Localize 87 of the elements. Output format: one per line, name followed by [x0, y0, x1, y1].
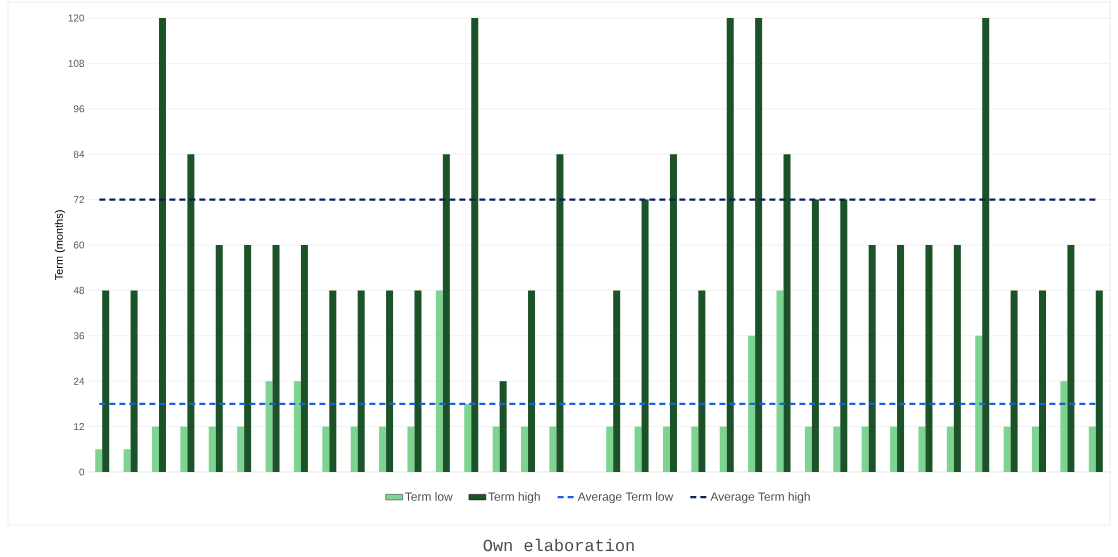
bar — [833, 426, 841, 472]
bar — [953, 244, 961, 472]
y-tick-label: 60 — [73, 241, 85, 249]
bar — [1003, 426, 1011, 472]
bar — [669, 154, 677, 472]
bar — [641, 199, 649, 472]
legend-label: Term high — [488, 492, 540, 504]
bar — [868, 244, 876, 472]
bar — [748, 335, 756, 472]
bar — [180, 426, 188, 472]
bar — [499, 381, 507, 472]
bar — [187, 154, 195, 472]
bar — [726, 17, 734, 472]
bar — [1095, 290, 1103, 472]
bar — [613, 290, 621, 472]
bar — [158, 17, 166, 472]
text: Own elaboration — [483, 538, 634, 552]
bar — [975, 335, 983, 472]
bar — [1032, 426, 1039, 472]
bar — [1088, 426, 1096, 472]
bar — [407, 426, 415, 472]
bar — [556, 154, 564, 472]
bar — [946, 426, 954, 472]
bar — [1067, 244, 1075, 472]
bar — [464, 403, 472, 472]
legend-label: Average Term high — [710, 492, 810, 504]
bar — [549, 426, 557, 472]
bar — [698, 290, 706, 472]
bar — [208, 426, 216, 472]
bar — [776, 290, 784, 472]
legend-label: Average Term low — [577, 492, 674, 504]
bar — [322, 426, 330, 472]
bar — [982, 17, 990, 472]
bar — [300, 244, 308, 472]
y-tick-label: 96 — [73, 105, 85, 113]
y-tick-label: 12 — [74, 423, 84, 431]
y-tick-label: 120 — [68, 14, 85, 22]
bar — [840, 199, 848, 472]
bar — [102, 290, 110, 472]
bar — [265, 381, 273, 472]
bar — [1010, 290, 1018, 472]
bar — [925, 244, 933, 472]
y-tick-label: 108 — [68, 59, 85, 67]
bar — [897, 244, 905, 472]
bar — [386, 290, 394, 472]
bar — [293, 381, 301, 472]
bar — [755, 17, 763, 472]
y-tick-label: 84 — [73, 150, 85, 158]
bar — [442, 154, 450, 472]
bar — [662, 426, 670, 472]
bar — [272, 244, 280, 472]
bar — [350, 426, 358, 472]
bar — [1060, 381, 1068, 472]
bar — [804, 426, 812, 472]
bar — [634, 426, 642, 472]
bar — [1039, 290, 1046, 472]
bar — [471, 17, 479, 472]
bar — [435, 290, 443, 472]
bar — [151, 426, 159, 472]
bar — [244, 244, 252, 472]
y-tick-label: 24 — [73, 377, 85, 385]
y-tick-label: 48 — [73, 286, 85, 294]
bar — [123, 449, 131, 472]
bar — [215, 244, 223, 472]
y-axis-title: Term (months) — [54, 210, 66, 281]
bar — [379, 426, 387, 472]
legend-label: Term low — [405, 492, 453, 501]
y-tick-label: 0 — [79, 468, 85, 476]
bar — [606, 426, 614, 472]
bar — [691, 426, 699, 472]
y-tick-label: 36 — [73, 332, 85, 340]
bar — [414, 290, 422, 472]
bar — [918, 426, 926, 472]
bar — [95, 449, 103, 472]
bar — [329, 290, 337, 472]
bar — [719, 426, 727, 472]
bar — [528, 290, 536, 472]
bar — [811, 199, 819, 472]
bar — [861, 426, 869, 472]
y-tick-label: 72 — [73, 196, 84, 204]
bar — [357, 290, 365, 472]
bar — [130, 290, 138, 472]
bar — [783, 154, 791, 472]
bar — [521, 426, 529, 472]
bar — [890, 426, 898, 472]
bar — [492, 426, 500, 472]
bar — [237, 426, 245, 472]
